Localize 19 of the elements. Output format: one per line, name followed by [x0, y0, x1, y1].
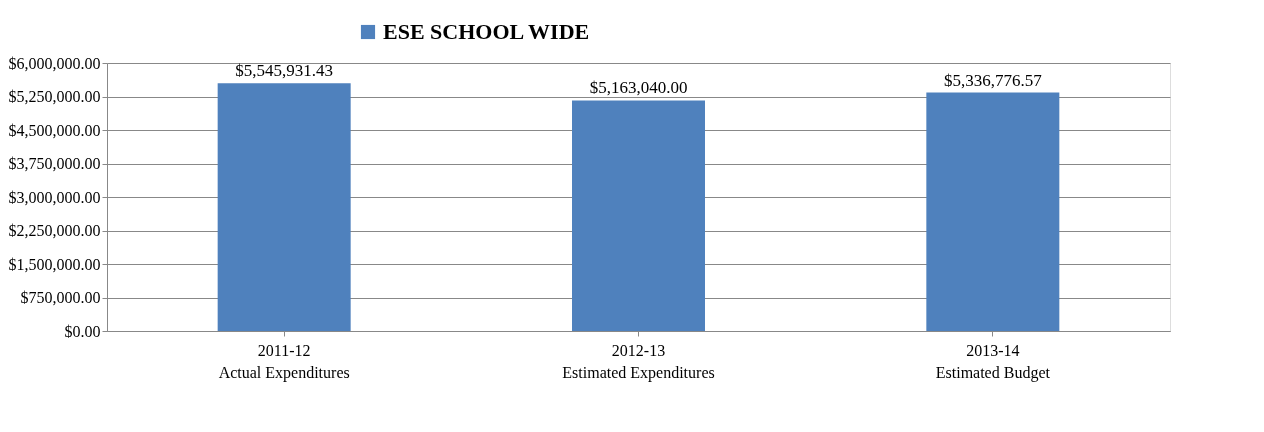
- x-tick-label: 2013-14 Estimated Budget: [935, 341, 1051, 382]
- x-tick-label: 2011-12 Actual Expenditures: [218, 341, 350, 382]
- y-tick-label: $0.00: [64, 322, 101, 340]
- y-tick-label: $3,750,000.00: [8, 155, 101, 172]
- data-label: $5,163,040.00: [589, 78, 688, 98]
- bar: [926, 92, 1060, 331]
- y-tick-label: $2,250,000.00: [8, 222, 101, 239]
- legend-label: ESE SCHOOL WIDE: [383, 19, 590, 44]
- y-tick-label: $5,250,000.00: [8, 88, 101, 105]
- bar: [217, 83, 351, 331]
- data-label: $5,545,931.43: [235, 61, 334, 81]
- y-tick-label: $750,000.00: [20, 289, 101, 306]
- y-tick-label: $1,500,000.00: [8, 255, 101, 273]
- y-tick-label: $6,000,000.00: [8, 54, 101, 72]
- y-tick-label: $3,000,000.00: [8, 188, 101, 206]
- bar: [572, 100, 705, 331]
- x-tick-label: 2012-13 Estimated Expenditures: [562, 341, 715, 382]
- y-tick-label: $4,500,000.00: [8, 121, 101, 139]
- data-label: $5,336,776.57: [943, 70, 1043, 90]
